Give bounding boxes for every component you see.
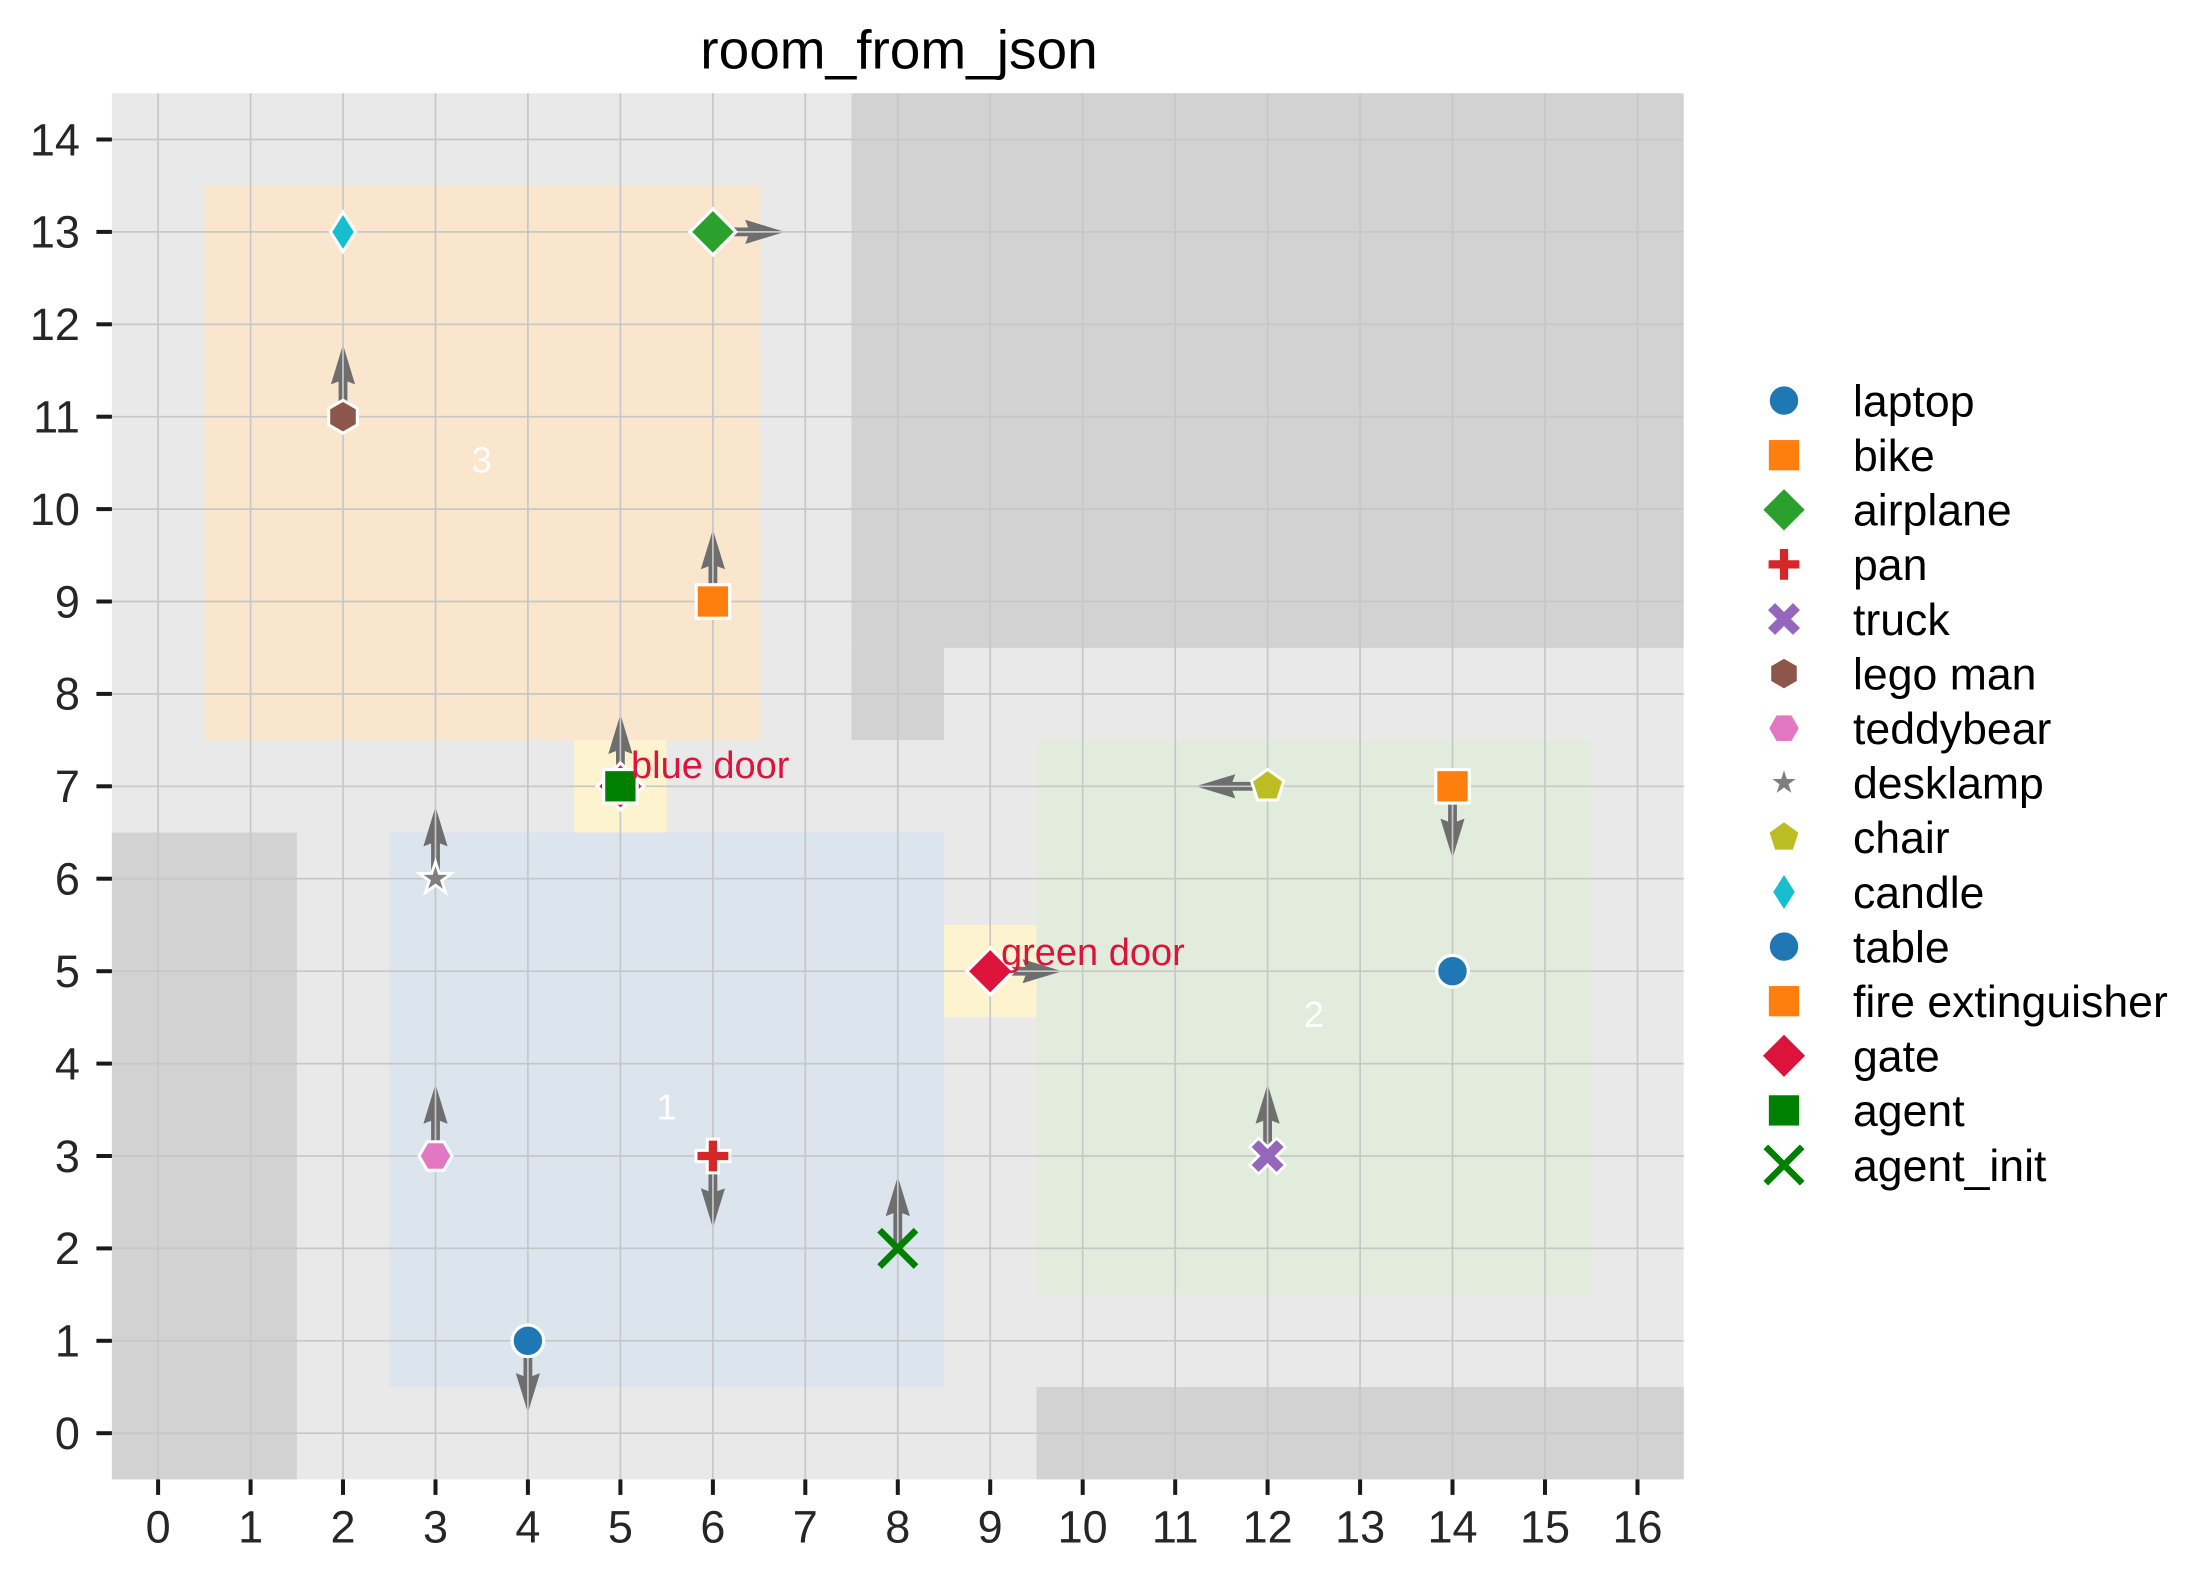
svg-text:8: 8	[885, 1501, 910, 1552]
svg-text:teddybear: teddybear	[1853, 705, 2051, 754]
svg-text:gate: gate	[1853, 1033, 1940, 1082]
svg-text:12: 12	[1243, 1501, 1293, 1552]
svg-text:green door: green door	[1001, 932, 1185, 974]
svg-text:8: 8	[55, 669, 80, 720]
svg-text:13: 13	[30, 207, 80, 258]
svg-text:13: 13	[1335, 1501, 1385, 1552]
svg-text:agent: agent	[1853, 1087, 1965, 1136]
svg-text:7: 7	[793, 1501, 818, 1552]
svg-text:1: 1	[55, 1316, 80, 1367]
svg-text:0: 0	[146, 1501, 171, 1552]
svg-text:4: 4	[515, 1501, 540, 1552]
svg-text:6: 6	[700, 1501, 725, 1552]
svg-text:pan: pan	[1853, 541, 1927, 590]
svg-text:9: 9	[978, 1501, 1003, 1552]
svg-text:blue door: blue door	[631, 745, 790, 787]
svg-text:0: 0	[55, 1408, 80, 1459]
svg-text:desklamp: desklamp	[1853, 760, 2044, 809]
svg-text:12: 12	[30, 299, 80, 350]
svg-text:14: 14	[1427, 1501, 1477, 1552]
svg-text:16: 16	[1612, 1501, 1662, 1552]
svg-text:2: 2	[330, 1501, 355, 1552]
svg-text:10: 10	[30, 484, 80, 535]
svg-text:truck: truck	[1853, 596, 1950, 645]
svg-text:15: 15	[1520, 1501, 1570, 1552]
svg-text:5: 5	[608, 1501, 633, 1552]
svg-text:14: 14	[30, 114, 80, 165]
svg-text:agent_init: agent_init	[1853, 1142, 2047, 1191]
svg-text:table: table	[1853, 923, 1950, 972]
svg-text:4: 4	[55, 1038, 80, 1089]
svg-text:11: 11	[33, 392, 80, 443]
svg-text:laptop: laptop	[1853, 377, 1975, 426]
svg-text:room_from_json: room_from_json	[700, 19, 1097, 81]
svg-text:airplane: airplane	[1853, 487, 2012, 536]
svg-text:3: 3	[423, 1501, 448, 1552]
svg-text:bike: bike	[1853, 432, 1935, 481]
svg-text:10: 10	[1058, 1501, 1108, 1552]
svg-text:3: 3	[472, 439, 492, 480]
svg-text:11: 11	[1152, 1501, 1199, 1552]
svg-text:5: 5	[55, 946, 80, 997]
svg-text:1: 1	[656, 1086, 676, 1127]
svg-text:1: 1	[238, 1501, 263, 1552]
svg-text:fire extinguisher: fire extinguisher	[1853, 978, 2168, 1027]
svg-text:7: 7	[55, 761, 80, 812]
svg-text:candle: candle	[1853, 869, 1984, 918]
svg-text:2: 2	[55, 1223, 80, 1274]
svg-text:9: 9	[55, 576, 80, 627]
svg-text:chair: chair	[1853, 814, 1950, 863]
svg-text:lego man: lego man	[1853, 650, 2036, 699]
svg-text:6: 6	[55, 854, 80, 905]
svg-text:2: 2	[1304, 994, 1324, 1035]
svg-text:3: 3	[55, 1131, 80, 1182]
